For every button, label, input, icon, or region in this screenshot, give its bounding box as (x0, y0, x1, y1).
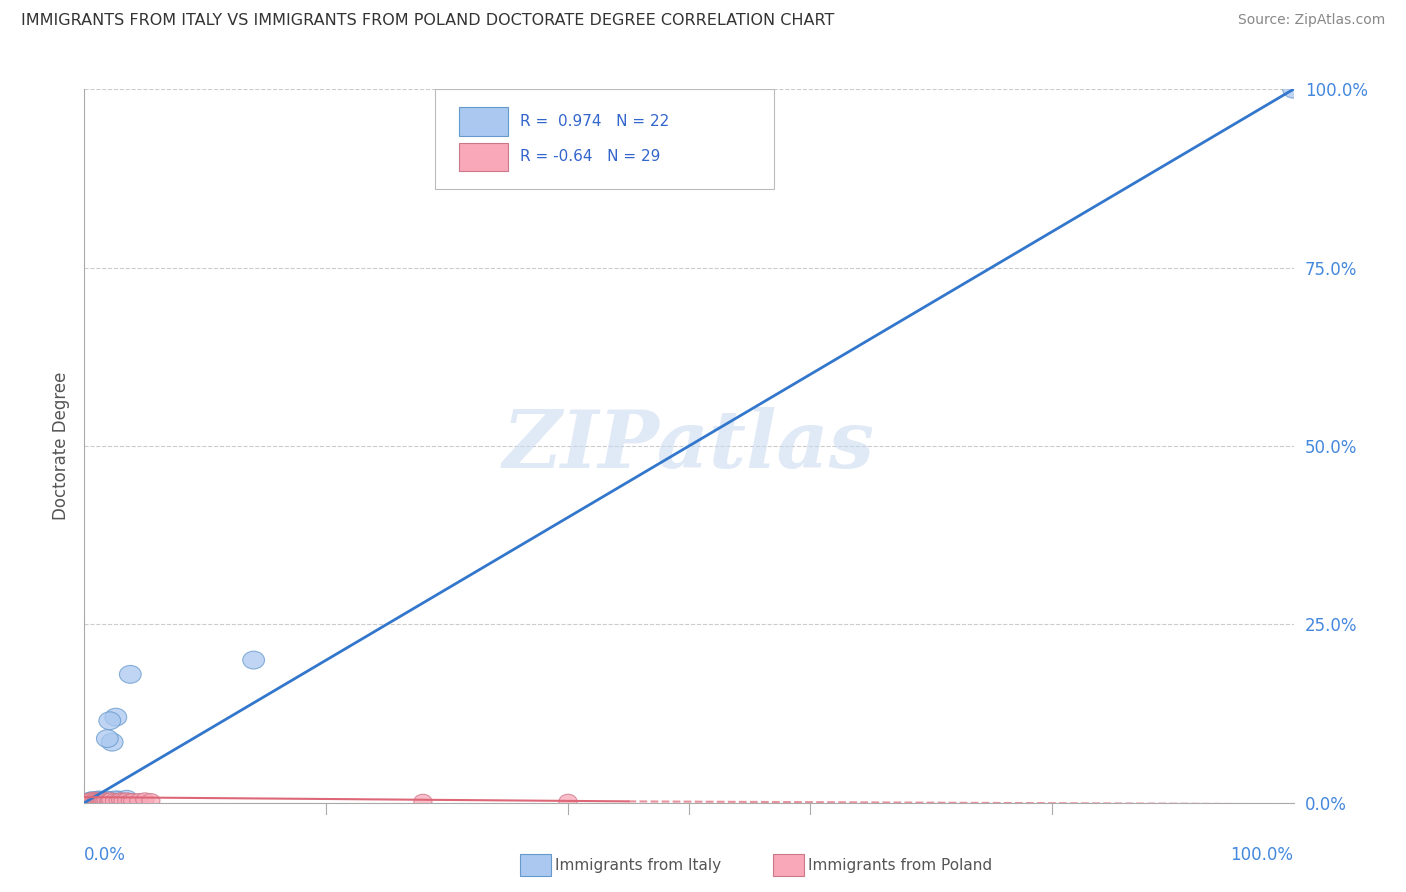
Y-axis label: Doctorate Degree: Doctorate Degree (52, 372, 70, 520)
Ellipse shape (97, 792, 120, 810)
Ellipse shape (124, 794, 142, 808)
Ellipse shape (82, 793, 100, 807)
FancyBboxPatch shape (460, 143, 508, 171)
Ellipse shape (115, 790, 138, 808)
Ellipse shape (118, 793, 136, 807)
Text: ZIPatlas: ZIPatlas (503, 408, 875, 484)
Ellipse shape (104, 791, 125, 809)
Ellipse shape (84, 792, 105, 810)
Ellipse shape (100, 794, 118, 808)
Ellipse shape (87, 792, 108, 810)
Text: 100.0%: 100.0% (1230, 846, 1294, 863)
Text: Immigrants from Poland: Immigrants from Poland (808, 858, 993, 872)
Ellipse shape (86, 792, 104, 806)
Ellipse shape (101, 793, 120, 807)
Text: R =  0.974   N = 22: R = 0.974 N = 22 (520, 114, 669, 128)
Ellipse shape (101, 794, 120, 808)
Ellipse shape (96, 791, 117, 809)
Ellipse shape (91, 794, 110, 808)
Ellipse shape (413, 794, 432, 808)
Ellipse shape (114, 794, 132, 808)
Ellipse shape (96, 794, 114, 808)
Ellipse shape (136, 793, 153, 807)
Text: Immigrants from Italy: Immigrants from Italy (555, 858, 721, 872)
Text: IMMIGRANTS FROM ITALY VS IMMIGRANTS FROM POLAND DOCTORATE DEGREE CORRELATION CHA: IMMIGRANTS FROM ITALY VS IMMIGRANTS FROM… (21, 13, 835, 29)
Ellipse shape (89, 794, 107, 808)
Ellipse shape (93, 794, 111, 808)
Ellipse shape (84, 794, 103, 808)
Ellipse shape (560, 794, 576, 808)
FancyBboxPatch shape (460, 107, 508, 136)
Ellipse shape (93, 793, 110, 807)
Ellipse shape (90, 793, 108, 807)
Ellipse shape (111, 793, 129, 807)
Ellipse shape (1282, 80, 1305, 98)
Text: Source: ZipAtlas.com: Source: ZipAtlas.com (1237, 13, 1385, 28)
Ellipse shape (120, 665, 141, 683)
Ellipse shape (80, 792, 103, 810)
Ellipse shape (83, 792, 105, 810)
Ellipse shape (101, 733, 124, 751)
Ellipse shape (97, 730, 118, 747)
Ellipse shape (80, 792, 101, 810)
Ellipse shape (94, 793, 112, 807)
Ellipse shape (98, 712, 121, 730)
Ellipse shape (89, 791, 110, 809)
Ellipse shape (87, 793, 105, 807)
Ellipse shape (100, 792, 122, 810)
Ellipse shape (107, 791, 129, 809)
FancyBboxPatch shape (434, 89, 773, 189)
Ellipse shape (110, 794, 128, 808)
Ellipse shape (142, 794, 160, 808)
Ellipse shape (83, 793, 101, 807)
Ellipse shape (105, 708, 127, 726)
Ellipse shape (86, 792, 107, 810)
Ellipse shape (91, 792, 114, 810)
Ellipse shape (89, 792, 111, 810)
Ellipse shape (121, 794, 139, 808)
Ellipse shape (105, 794, 124, 808)
Text: R = -0.64   N = 29: R = -0.64 N = 29 (520, 150, 659, 164)
Ellipse shape (129, 794, 148, 808)
Ellipse shape (97, 793, 115, 807)
Ellipse shape (79, 794, 97, 808)
Ellipse shape (243, 651, 264, 669)
Text: 0.0%: 0.0% (84, 846, 127, 863)
